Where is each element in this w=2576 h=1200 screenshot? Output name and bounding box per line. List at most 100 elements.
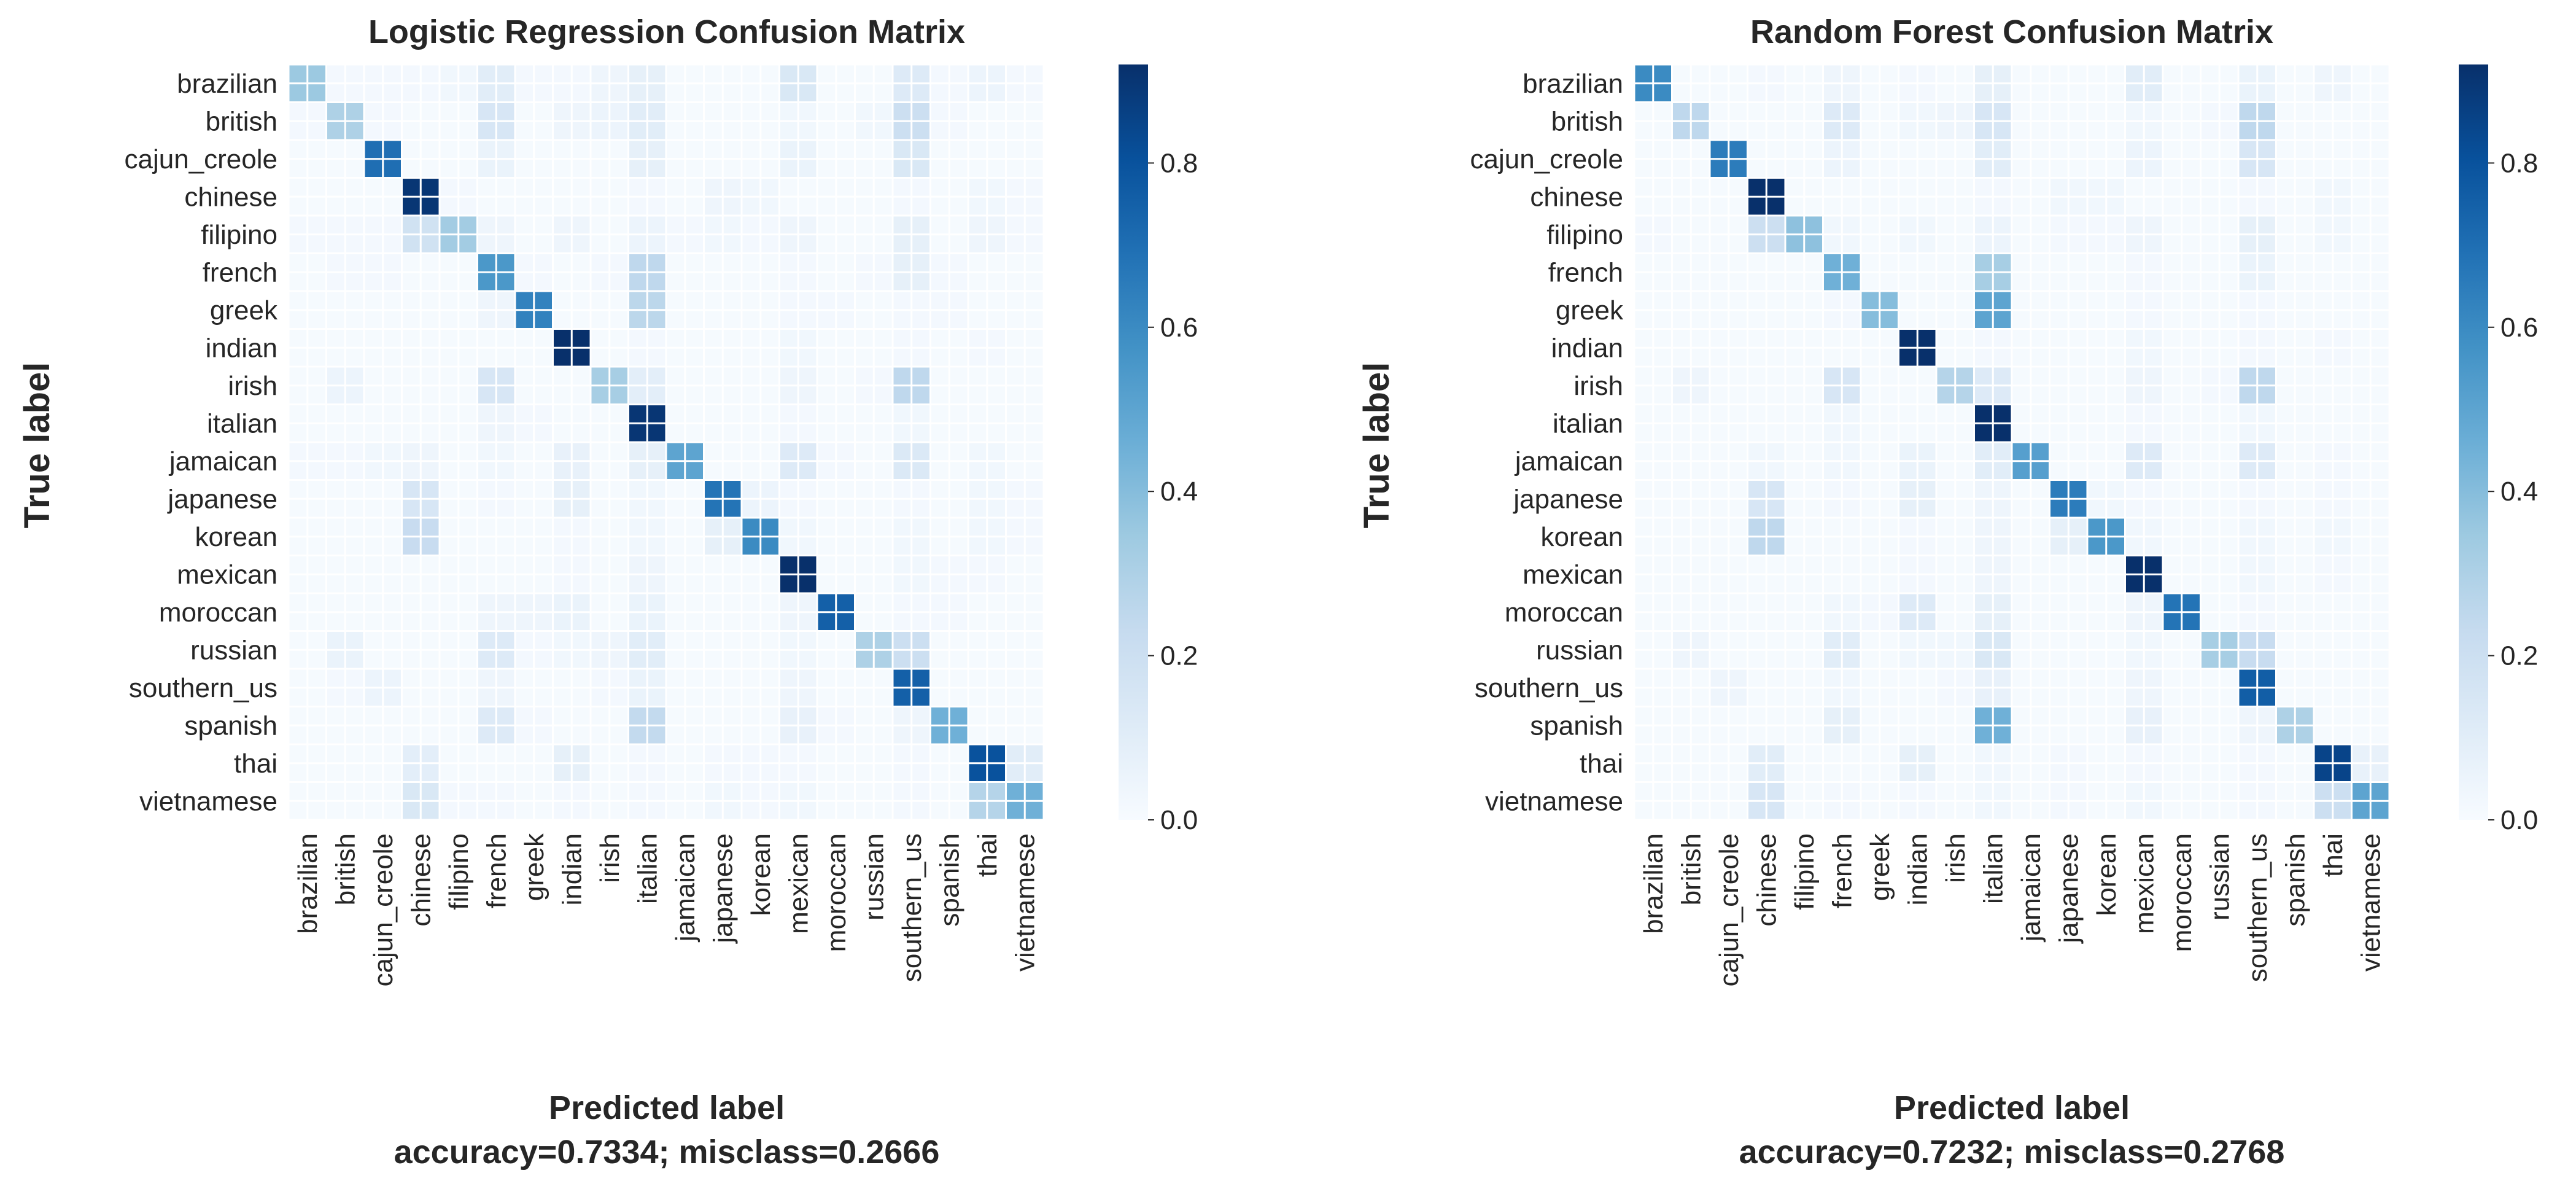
x-tick-label: moroccan — [821, 833, 852, 952]
x-tick-label: southern_us — [2243, 833, 2273, 982]
x-tick-label: irish — [1941, 833, 1971, 883]
y-tick-label: vietnamese — [139, 786, 277, 816]
x-tick-label: cajun_creole — [1714, 833, 1744, 987]
heatmap-cells — [287, 63, 1045, 821]
colorbar-tick-label: 0.2 — [1160, 641, 1198, 671]
x-tick-label: french — [1827, 833, 1857, 908]
x-tick-label: thai — [972, 833, 1003, 877]
colorbar-gradient — [1119, 64, 1148, 820]
x-axis-accuracy-label: accuracy=0.7232; misclass=0.2768 — [1739, 1134, 2285, 1171]
y-tick-label: filipino — [201, 220, 277, 250]
y-axis-label: True label — [1357, 362, 1397, 529]
x-tick-label: indian — [1903, 833, 1933, 905]
x-tick-label: mexican — [2129, 833, 2159, 934]
y-tick-label: russian — [190, 635, 277, 665]
colorbar-tick-label: 0.8 — [2500, 148, 2538, 178]
y-tick-label: greek — [1556, 295, 1624, 325]
y-tick-label: french — [203, 257, 277, 287]
colorbar-tick-label: 0.0 — [2500, 805, 2538, 835]
x-tick-label: italian — [1978, 833, 2008, 904]
x-tick-label: jamaican — [670, 833, 700, 943]
x-tick-label: french — [481, 833, 511, 908]
y-tick-label: chinese — [1530, 182, 1623, 212]
x-tick-label: russian — [2205, 833, 2235, 921]
y-tick-label: japanese — [1512, 484, 1623, 514]
lr-confusion-matrix-panel: Logistic Regression Confusion Matrix Tru… — [17, 14, 1198, 1171]
y-tick-label: irish — [228, 371, 277, 401]
colorbar-tick-label: 0.4 — [1160, 477, 1198, 507]
x-tick-label: chinese — [406, 833, 436, 927]
x-axis-label: Predicted label — [1894, 1089, 2130, 1126]
x-tick-label: chinese — [1752, 833, 1782, 927]
y-tick-label: mexican — [1523, 559, 1623, 590]
x-tick-labels: brazilian british cajun_creole chinese filip… — [293, 833, 1041, 986]
y-tick-label: southern_us — [1475, 673, 1623, 703]
y-tick-label: moroccan — [159, 598, 277, 628]
colorbar-tick-label: 0.6 — [2500, 313, 2538, 343]
x-tick-label: vietnamese — [2356, 833, 2386, 972]
y-tick-label: southern_us — [129, 673, 277, 703]
y-tick-label: brazilian — [177, 69, 277, 99]
x-tick-label: spanish — [2280, 833, 2310, 927]
x-tick-label: mexican — [783, 833, 813, 934]
y-tick-label: indian — [206, 333, 277, 363]
x-tick-label: spanish — [934, 833, 964, 927]
x-tick-label: filipino — [444, 833, 474, 910]
x-tick-label: russian — [859, 833, 889, 921]
y-tick-label: korean — [195, 522, 277, 552]
y-tick-label: jamaican — [168, 446, 277, 477]
colorbar-tick-label: 0.8 — [1160, 148, 1198, 178]
y-tick-label: spanish — [184, 711, 277, 741]
y-tick-label: vietnamese — [1485, 786, 1623, 816]
colorbar: 0.0 0.2 0.4 0.6 0.8 — [2459, 64, 2538, 835]
y-tick-label: cajun_creole — [1470, 144, 1624, 174]
x-tick-label: irish — [595, 833, 625, 883]
x-tick-label: vietnamese — [1010, 833, 1040, 972]
x-tick-label: korean — [746, 833, 776, 916]
y-tick-label: french — [1548, 257, 1623, 287]
colorbar-tick-label: 0.0 — [1160, 805, 1198, 835]
x-axis-label: Predicted label — [549, 1089, 785, 1126]
y-tick-label: british — [1551, 106, 1623, 136]
y-tick-label: cajun_creole — [125, 144, 278, 174]
y-tick-label: russian — [1536, 635, 1623, 665]
x-tick-label: japanese — [708, 833, 738, 945]
y-tick-label: indian — [1551, 333, 1623, 363]
x-tick-label: brazilian — [293, 833, 323, 934]
x-tick-label: indian — [557, 833, 587, 905]
x-tick-label: filipino — [1790, 833, 1820, 910]
rf-confusion-matrix-panel: Random Forest Confusion Matrix True labe… — [1357, 14, 2538, 1171]
x-axis-accuracy-label: accuracy=0.7334; misclass=0.2666 — [394, 1134, 940, 1171]
y-tick-label: irish — [1573, 371, 1623, 401]
y-tick-label: spanish — [1530, 711, 1623, 741]
y-tick-label: moroccan — [1505, 598, 1623, 628]
y-tick-label: korean — [1540, 522, 1623, 552]
y-tick-label: italian — [1553, 408, 1623, 438]
chart-title: Random Forest Confusion Matrix — [1750, 14, 2273, 50]
x-tick-label: british — [330, 833, 360, 905]
x-tick-label: jamaican — [2016, 833, 2046, 943]
y-tick-label: italian — [207, 408, 277, 438]
y-tick-label: thai — [234, 749, 277, 779]
chart-title: Logistic Regression Confusion Matrix — [368, 14, 965, 50]
y-tick-label: chinese — [184, 182, 277, 212]
y-tick-label: british — [206, 106, 277, 136]
y-axis-label: True label — [17, 362, 57, 529]
x-tick-labels: brazilian british cajun_creole chinese filip… — [1639, 833, 2386, 986]
colorbar-tick-label: 0.6 — [1160, 313, 1198, 343]
x-tick-label: korean — [2092, 833, 2122, 916]
x-tick-label: moroccan — [2167, 833, 2197, 952]
colorbar-gradient — [2459, 64, 2488, 820]
x-tick-label: cajun_creole — [368, 833, 398, 987]
x-tick-label: greek — [519, 833, 549, 901]
y-tick-label: mexican — [177, 559, 277, 590]
x-tick-label: british — [1676, 833, 1706, 905]
y-tick-label: jamaican — [1514, 446, 1623, 477]
x-tick-label: japanese — [2054, 833, 2084, 945]
x-tick-label: brazilian — [1639, 833, 1669, 934]
y-tick-label: thai — [1580, 749, 1623, 779]
y-tick-label: filipino — [1546, 220, 1623, 250]
